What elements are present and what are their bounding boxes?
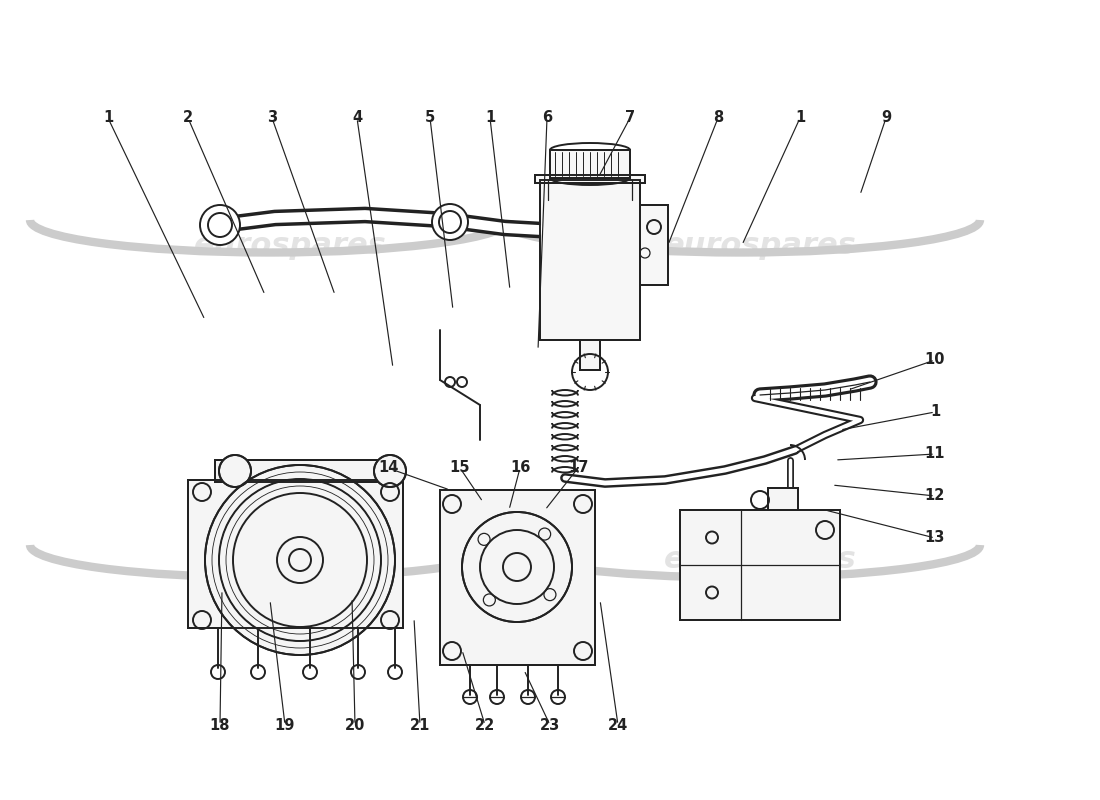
Circle shape bbox=[200, 205, 240, 245]
Text: 1: 1 bbox=[485, 110, 495, 126]
Text: 4: 4 bbox=[352, 110, 362, 126]
Circle shape bbox=[432, 204, 468, 240]
Text: 1: 1 bbox=[103, 110, 113, 126]
Text: 2: 2 bbox=[183, 110, 194, 126]
Bar bbox=[550, 150, 630, 178]
Bar bbox=[680, 510, 840, 620]
Text: 19: 19 bbox=[275, 718, 295, 733]
Text: 18: 18 bbox=[210, 718, 230, 733]
Text: 16: 16 bbox=[509, 461, 530, 475]
Text: 23: 23 bbox=[540, 718, 560, 733]
Bar bbox=[640, 205, 668, 285]
Bar bbox=[535, 175, 645, 183]
Bar bbox=[768, 488, 798, 510]
Text: 13: 13 bbox=[925, 530, 945, 546]
Bar bbox=[214, 460, 400, 482]
Text: eurospares: eurospares bbox=[194, 230, 386, 259]
Text: 15: 15 bbox=[450, 461, 471, 475]
Circle shape bbox=[219, 455, 251, 487]
Text: 14: 14 bbox=[377, 461, 398, 475]
Text: 24: 24 bbox=[608, 718, 628, 733]
Text: eurospares: eurospares bbox=[194, 546, 386, 574]
Text: 5: 5 bbox=[425, 110, 436, 126]
Text: 6: 6 bbox=[542, 110, 552, 126]
Bar bbox=[540, 180, 640, 340]
Text: 3: 3 bbox=[267, 110, 277, 126]
Text: 11: 11 bbox=[925, 446, 945, 462]
Text: eurospares: eurospares bbox=[663, 546, 857, 574]
Circle shape bbox=[205, 465, 395, 655]
Circle shape bbox=[462, 512, 572, 622]
Text: eurospares: eurospares bbox=[663, 230, 857, 259]
Text: 12: 12 bbox=[925, 489, 945, 503]
Text: 10: 10 bbox=[925, 353, 945, 367]
Text: 22: 22 bbox=[475, 718, 495, 733]
Text: 21: 21 bbox=[410, 718, 430, 733]
Text: 17: 17 bbox=[568, 461, 588, 475]
Bar bbox=[440, 490, 595, 665]
Text: 9: 9 bbox=[881, 110, 891, 126]
Bar bbox=[550, 150, 630, 178]
Bar bbox=[580, 340, 600, 370]
Bar bbox=[640, 205, 668, 285]
Text: 8: 8 bbox=[713, 110, 723, 126]
Bar bbox=[440, 490, 595, 665]
Text: 20: 20 bbox=[344, 718, 365, 733]
Text: 7: 7 bbox=[625, 110, 635, 126]
Bar bbox=[580, 340, 600, 370]
Text: 1: 1 bbox=[795, 110, 805, 126]
Text: 1: 1 bbox=[930, 405, 940, 419]
Bar bbox=[188, 480, 403, 628]
Bar bbox=[535, 175, 645, 183]
Bar bbox=[188, 480, 403, 628]
Circle shape bbox=[374, 455, 406, 487]
Bar bbox=[214, 460, 400, 482]
Bar bbox=[680, 510, 840, 620]
Bar bbox=[768, 488, 798, 510]
Bar bbox=[540, 180, 640, 340]
